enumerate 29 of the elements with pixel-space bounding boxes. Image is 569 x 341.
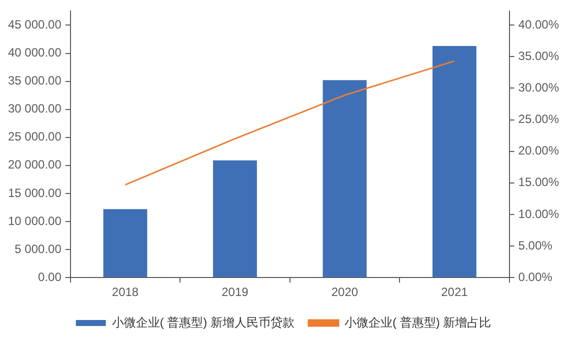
x-tick-label: 2019 [222,285,249,300]
y2-tick-label: 10.00% [518,206,560,221]
x-tick-label: 2018 [112,285,139,300]
y-tick-label: 25 000.00 [8,130,62,144]
y2-tick-label: 30.00% [518,80,560,95]
legend-label: 小微企业( 普惠型) 新增占比 [344,315,492,330]
x-tick-label: 2021 [441,285,468,300]
y2-tick-label: 25.00% [518,112,560,126]
y-tick-label: 5 000.00 [14,242,62,256]
x-tick-label: 2020 [331,285,358,300]
y-tick-label: 40 000.00 [8,46,62,60]
y-tick-label: 35 000.00 [8,74,62,88]
y2-tick-label: 15.00% [518,175,560,190]
y-tick-label: 20 000.00 [8,158,62,172]
y2-tick-label: 35.00% [518,48,560,63]
y-tick-label: 15 000.00 [8,186,62,200]
legend-label: 小微企业( 普惠型) 新增人民币贷款 [112,315,295,330]
y2-tick-label: 20.00% [518,144,560,158]
bar [432,46,476,278]
bar [213,160,257,278]
y-tick-label: 30 000.00 [8,102,62,116]
y-tick-label: 10 000.00 [8,214,62,228]
y2-tick-label: 5.00% [518,238,553,252]
y2-tick-label: 0.00% [518,270,553,284]
bar [322,80,367,278]
y-tick-label: 0.00 [38,270,62,284]
y-tick-label: 45 000.00 [8,18,62,32]
y2-tick-label: 40.00% [518,17,560,32]
bar [103,209,148,278]
